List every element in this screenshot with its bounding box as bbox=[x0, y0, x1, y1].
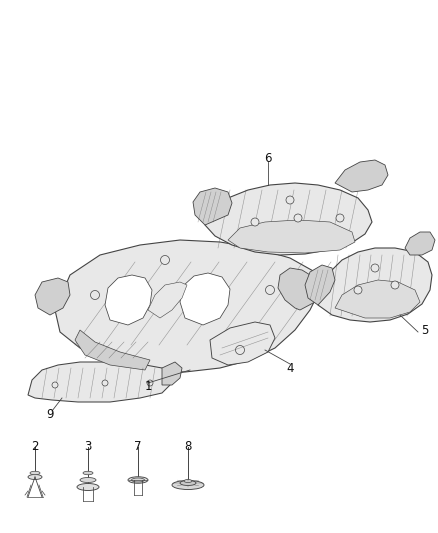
Polygon shape bbox=[278, 268, 320, 310]
Polygon shape bbox=[28, 362, 172, 402]
Polygon shape bbox=[162, 362, 182, 385]
Circle shape bbox=[286, 196, 294, 204]
Polygon shape bbox=[180, 273, 230, 325]
Polygon shape bbox=[148, 282, 187, 318]
Polygon shape bbox=[335, 160, 388, 192]
Circle shape bbox=[336, 214, 344, 222]
Circle shape bbox=[354, 286, 362, 294]
Text: 8: 8 bbox=[184, 440, 192, 454]
Polygon shape bbox=[305, 265, 335, 305]
Circle shape bbox=[160, 255, 170, 264]
Polygon shape bbox=[228, 220, 355, 253]
Polygon shape bbox=[35, 278, 70, 315]
Circle shape bbox=[265, 286, 275, 295]
Text: 5: 5 bbox=[421, 324, 429, 336]
Polygon shape bbox=[210, 322, 275, 365]
Text: 3: 3 bbox=[84, 440, 92, 454]
Polygon shape bbox=[318, 248, 432, 322]
Polygon shape bbox=[55, 240, 320, 372]
Ellipse shape bbox=[172, 481, 204, 489]
Ellipse shape bbox=[80, 478, 96, 482]
Polygon shape bbox=[105, 275, 152, 325]
Circle shape bbox=[147, 380, 153, 386]
Ellipse shape bbox=[184, 480, 192, 482]
Circle shape bbox=[371, 264, 379, 272]
Text: 2: 2 bbox=[31, 440, 39, 454]
Ellipse shape bbox=[28, 474, 42, 480]
Circle shape bbox=[52, 382, 58, 388]
Ellipse shape bbox=[128, 477, 148, 483]
Text: 4: 4 bbox=[286, 361, 294, 375]
Circle shape bbox=[236, 345, 244, 354]
Text: 1: 1 bbox=[144, 381, 152, 393]
Circle shape bbox=[391, 281, 399, 289]
Circle shape bbox=[294, 214, 302, 222]
Ellipse shape bbox=[83, 471, 93, 475]
Polygon shape bbox=[405, 232, 435, 255]
Polygon shape bbox=[75, 330, 150, 370]
Text: 6: 6 bbox=[264, 151, 272, 165]
Ellipse shape bbox=[131, 478, 145, 482]
Text: 9: 9 bbox=[46, 408, 54, 422]
Circle shape bbox=[102, 380, 108, 386]
Ellipse shape bbox=[77, 483, 99, 490]
Polygon shape bbox=[335, 280, 420, 318]
Text: 7: 7 bbox=[134, 440, 142, 454]
Circle shape bbox=[251, 218, 259, 226]
Circle shape bbox=[91, 290, 99, 300]
Ellipse shape bbox=[180, 481, 196, 486]
Ellipse shape bbox=[30, 471, 40, 475]
Polygon shape bbox=[205, 183, 372, 255]
Polygon shape bbox=[193, 188, 232, 225]
